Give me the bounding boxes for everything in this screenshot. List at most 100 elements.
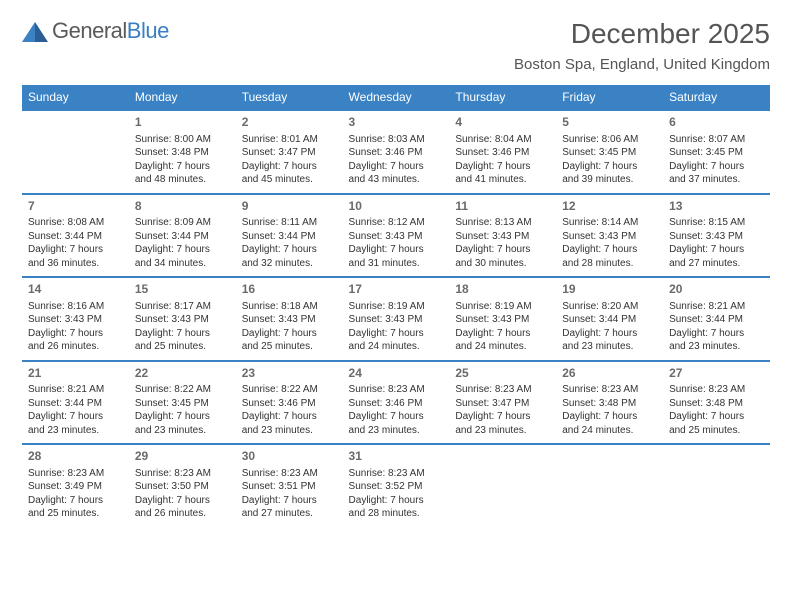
day-d2: and 24 minutes.: [562, 424, 657, 438]
day-d2: and 39 minutes.: [562, 173, 657, 187]
day-d2: and 25 minutes.: [135, 340, 230, 354]
day-header: Saturday: [663, 85, 770, 110]
location-text: Boston Spa, England, United Kingdom: [514, 56, 770, 73]
day-d2: and 43 minutes.: [349, 173, 444, 187]
day-sunrise: Sunrise: 8:03 AM: [349, 133, 444, 147]
day-sunset: Sunset: 3:48 PM: [562, 397, 657, 411]
week-number-row: 28 29 30 31: [22, 444, 770, 467]
day-d1: Daylight: 7 hours: [135, 494, 230, 508]
day-sunset: Sunset: 3:52 PM: [349, 480, 444, 494]
day-number-cell: 19: [556, 277, 663, 300]
day-sunset: Sunset: 3:48 PM: [135, 146, 230, 160]
day-sunset: Sunset: 3:48 PM: [669, 397, 764, 411]
day-sunrise: Sunrise: 8:19 AM: [455, 300, 550, 314]
day-d1: Daylight: 7 hours: [242, 243, 337, 257]
day-number-cell: 5: [556, 110, 663, 133]
day-number: 27: [669, 366, 682, 380]
day-sunrise: Sunrise: 8:23 AM: [28, 467, 123, 481]
day-detail-cell: Sunrise: 8:20 AMSunset: 3:44 PMDaylight:…: [556, 300, 663, 361]
day-number-cell: [556, 444, 663, 467]
day-sunrise: Sunrise: 8:23 AM: [242, 467, 337, 481]
day-number: 30: [242, 449, 255, 463]
day-sunset: Sunset: 3:46 PM: [455, 146, 550, 160]
day-d1: Daylight: 7 hours: [562, 410, 657, 424]
day-detail-cell: Sunrise: 8:08 AMSunset: 3:44 PMDaylight:…: [22, 216, 129, 277]
day-d2: and 26 minutes.: [28, 340, 123, 354]
day-sunset: Sunset: 3:43 PM: [242, 313, 337, 327]
day-sunset: Sunset: 3:44 PM: [562, 313, 657, 327]
day-d1: Daylight: 7 hours: [242, 160, 337, 174]
day-sunrise: Sunrise: 8:20 AM: [562, 300, 657, 314]
day-d2: and 41 minutes.: [455, 173, 550, 187]
week-detail-row: Sunrise: 8:16 AMSunset: 3:43 PMDaylight:…: [22, 300, 770, 361]
day-d1: Daylight: 7 hours: [455, 410, 550, 424]
day-detail-cell: [556, 467, 663, 527]
day-header: Thursday: [449, 85, 556, 110]
day-sunset: Sunset: 3:43 PM: [669, 230, 764, 244]
day-d2: and 23 minutes.: [562, 340, 657, 354]
day-number: 28: [28, 449, 41, 463]
day-sunset: Sunset: 3:50 PM: [135, 480, 230, 494]
day-number: 31: [349, 449, 362, 463]
day-number-cell: 12: [556, 194, 663, 217]
day-detail-cell: [22, 133, 129, 194]
logo-text-1: General: [52, 18, 127, 43]
day-d2: and 34 minutes.: [135, 257, 230, 271]
day-detail-cell: Sunrise: 8:12 AMSunset: 3:43 PMDaylight:…: [343, 216, 450, 277]
day-sunrise: Sunrise: 8:14 AM: [562, 216, 657, 230]
day-sunset: Sunset: 3:45 PM: [135, 397, 230, 411]
day-number: 7: [28, 199, 35, 213]
day-sunrise: Sunrise: 8:00 AM: [135, 133, 230, 147]
day-detail-cell: Sunrise: 8:19 AMSunset: 3:43 PMDaylight:…: [343, 300, 450, 361]
day-number: 17: [349, 282, 362, 296]
day-number-cell: 29: [129, 444, 236, 467]
day-number: 8: [135, 199, 142, 213]
day-number-cell: 4: [449, 110, 556, 133]
day-d1: Daylight: 7 hours: [455, 327, 550, 341]
day-sunset: Sunset: 3:46 PM: [349, 146, 444, 160]
logo-text-2: Blue: [127, 18, 169, 43]
day-detail-cell: Sunrise: 8:23 AMSunset: 3:47 PMDaylight:…: [449, 383, 556, 444]
day-detail-cell: Sunrise: 8:09 AMSunset: 3:44 PMDaylight:…: [129, 216, 236, 277]
day-sunset: Sunset: 3:43 PM: [455, 230, 550, 244]
day-d1: Daylight: 7 hours: [562, 327, 657, 341]
day-d2: and 23 minutes.: [242, 424, 337, 438]
day-number: 5: [562, 115, 569, 129]
day-number: 19: [562, 282, 575, 296]
day-d2: and 23 minutes.: [669, 340, 764, 354]
day-number-cell: 26: [556, 361, 663, 384]
day-d1: Daylight: 7 hours: [135, 327, 230, 341]
day-number: 15: [135, 282, 148, 296]
day-number-cell: 23: [236, 361, 343, 384]
day-detail-cell: Sunrise: 8:19 AMSunset: 3:43 PMDaylight:…: [449, 300, 556, 361]
day-detail-cell: Sunrise: 8:23 AMSunset: 3:46 PMDaylight:…: [343, 383, 450, 444]
day-sunrise: Sunrise: 8:15 AM: [669, 216, 764, 230]
day-number-cell: 17: [343, 277, 450, 300]
day-sunrise: Sunrise: 8:07 AM: [669, 133, 764, 147]
day-detail-cell: Sunrise: 8:03 AMSunset: 3:46 PMDaylight:…: [343, 133, 450, 194]
day-sunset: Sunset: 3:44 PM: [28, 230, 123, 244]
day-number: 1: [135, 115, 142, 129]
day-sunset: Sunset: 3:43 PM: [455, 313, 550, 327]
day-sunset: Sunset: 3:43 PM: [562, 230, 657, 244]
day-sunset: Sunset: 3:47 PM: [455, 397, 550, 411]
logo-text: GeneralBlue: [52, 18, 169, 44]
day-sunrise: Sunrise: 8:21 AM: [28, 383, 123, 397]
day-d1: Daylight: 7 hours: [135, 410, 230, 424]
day-sunrise: Sunrise: 8:13 AM: [455, 216, 550, 230]
day-detail-cell: [663, 467, 770, 527]
day-number-cell: 6: [663, 110, 770, 133]
day-number: 23: [242, 366, 255, 380]
day-d1: Daylight: 7 hours: [28, 327, 123, 341]
day-number-cell: 18: [449, 277, 556, 300]
day-detail-cell: Sunrise: 8:01 AMSunset: 3:47 PMDaylight:…: [236, 133, 343, 194]
day-sunset: Sunset: 3:51 PM: [242, 480, 337, 494]
day-number: 4: [455, 115, 462, 129]
day-sunrise: Sunrise: 8:08 AM: [28, 216, 123, 230]
day-d2: and 25 minutes.: [28, 507, 123, 521]
day-detail-cell: Sunrise: 8:23 AMSunset: 3:50 PMDaylight:…: [129, 467, 236, 527]
day-d2: and 23 minutes.: [349, 424, 444, 438]
day-sunset: Sunset: 3:44 PM: [28, 397, 123, 411]
day-detail-cell: Sunrise: 8:23 AMSunset: 3:49 PMDaylight:…: [22, 467, 129, 527]
day-number-cell: 30: [236, 444, 343, 467]
